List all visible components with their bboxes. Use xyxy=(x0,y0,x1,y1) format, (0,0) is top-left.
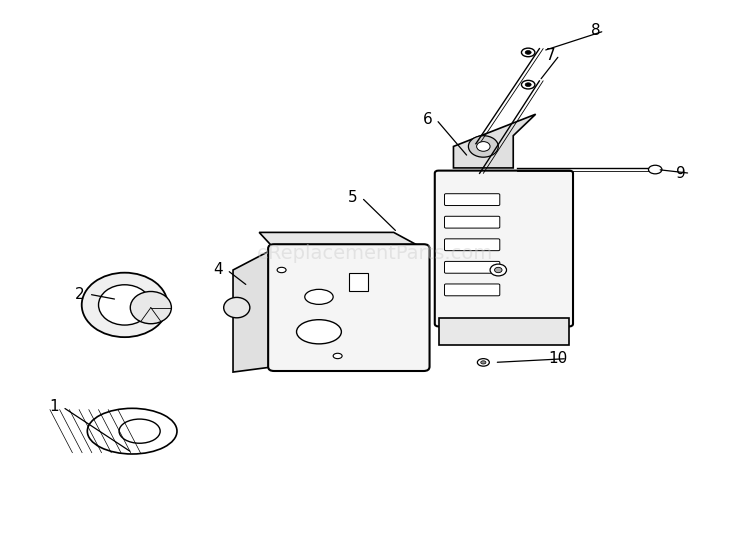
Ellipse shape xyxy=(82,273,168,337)
FancyBboxPatch shape xyxy=(445,217,500,228)
Ellipse shape xyxy=(521,48,535,57)
Text: 8: 8 xyxy=(590,23,600,38)
Ellipse shape xyxy=(476,141,490,151)
Ellipse shape xyxy=(119,419,160,443)
Text: 6: 6 xyxy=(422,112,432,127)
Polygon shape xyxy=(260,232,424,248)
Text: 1: 1 xyxy=(49,400,58,415)
FancyBboxPatch shape xyxy=(435,171,573,326)
Ellipse shape xyxy=(649,165,662,174)
Text: 9: 9 xyxy=(676,166,686,181)
Ellipse shape xyxy=(469,136,498,157)
Ellipse shape xyxy=(296,320,341,344)
Text: 10: 10 xyxy=(548,351,568,366)
Ellipse shape xyxy=(521,80,535,89)
Text: 4: 4 xyxy=(213,262,223,278)
Polygon shape xyxy=(439,319,569,345)
Bar xyxy=(349,273,368,292)
FancyBboxPatch shape xyxy=(445,239,500,251)
Ellipse shape xyxy=(333,353,342,359)
Ellipse shape xyxy=(304,289,333,305)
Ellipse shape xyxy=(490,264,506,276)
Ellipse shape xyxy=(87,408,177,454)
Ellipse shape xyxy=(525,83,531,86)
Ellipse shape xyxy=(277,267,286,273)
FancyBboxPatch shape xyxy=(268,244,430,371)
Text: 2: 2 xyxy=(75,287,85,302)
Ellipse shape xyxy=(525,51,531,55)
Ellipse shape xyxy=(477,359,489,366)
Text: 5: 5 xyxy=(348,190,358,205)
Ellipse shape xyxy=(481,361,486,364)
Polygon shape xyxy=(233,248,274,372)
Text: eReplacementParts.com: eReplacementParts.com xyxy=(256,245,494,264)
Ellipse shape xyxy=(494,267,502,273)
FancyBboxPatch shape xyxy=(445,194,500,206)
Ellipse shape xyxy=(130,292,172,323)
Ellipse shape xyxy=(98,285,151,325)
FancyBboxPatch shape xyxy=(445,261,500,273)
Polygon shape xyxy=(454,114,536,168)
FancyBboxPatch shape xyxy=(445,284,500,296)
Ellipse shape xyxy=(224,298,250,318)
Text: 7: 7 xyxy=(546,48,556,63)
